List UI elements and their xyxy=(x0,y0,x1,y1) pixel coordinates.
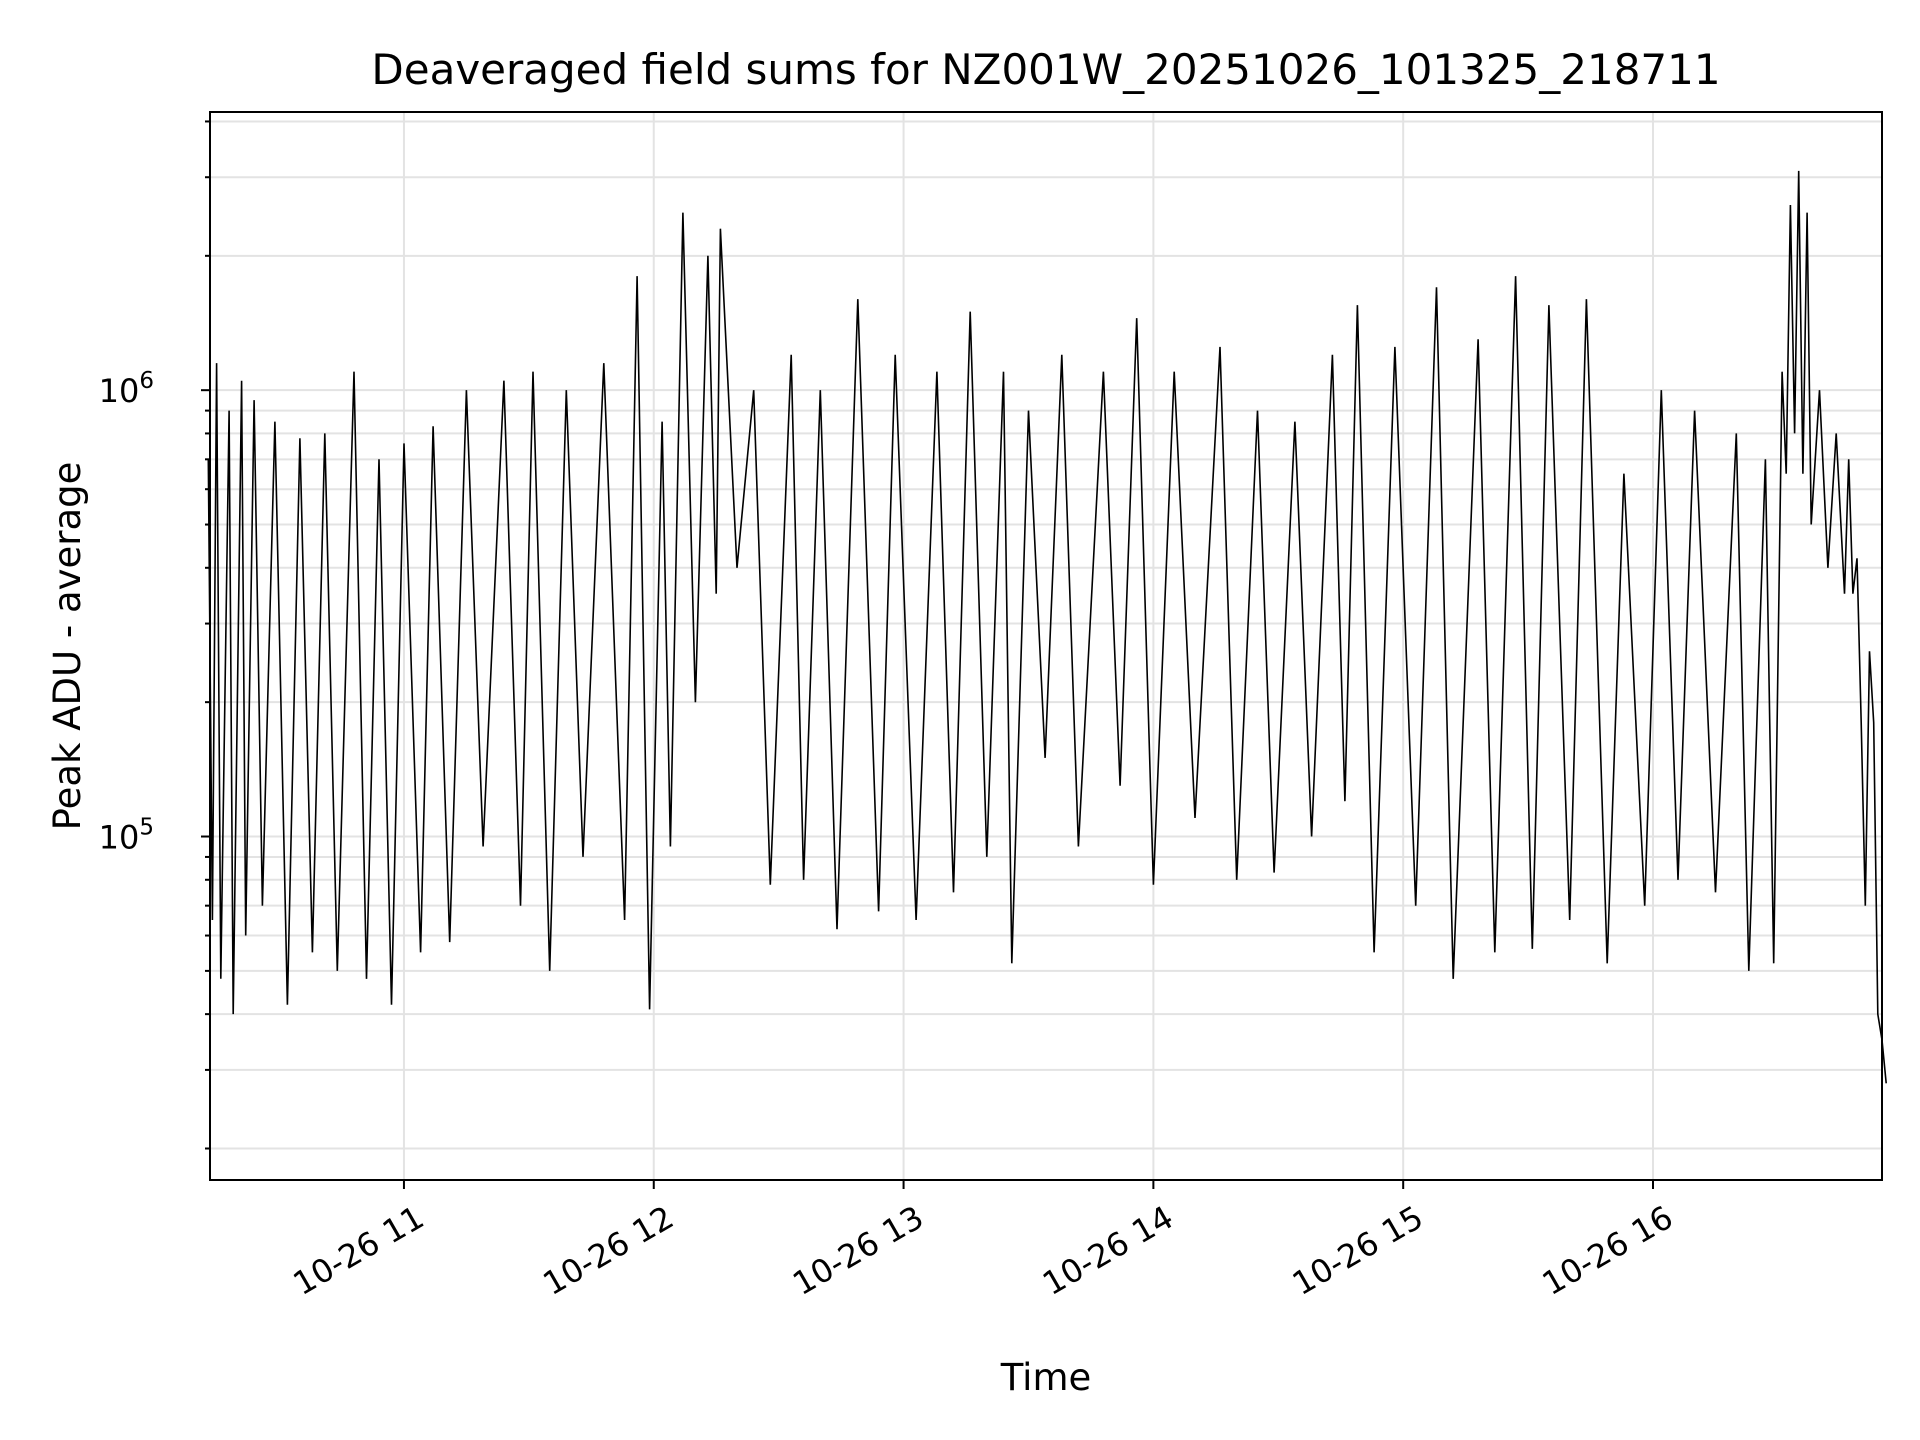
y-axis-label: Peak ADU - average xyxy=(46,462,89,831)
grid xyxy=(210,112,1882,1180)
series-line xyxy=(207,170,1887,1084)
y-tick-exponent: 5 xyxy=(139,815,154,841)
y-tick-exponent: 6 xyxy=(139,368,154,394)
plot-frame xyxy=(209,111,1883,1181)
chart-title: Deaveraged field sums for NZ001W_2025102… xyxy=(371,45,1720,94)
data-layer xyxy=(207,170,1887,1084)
x-axis-label: Time xyxy=(1000,1356,1092,1399)
